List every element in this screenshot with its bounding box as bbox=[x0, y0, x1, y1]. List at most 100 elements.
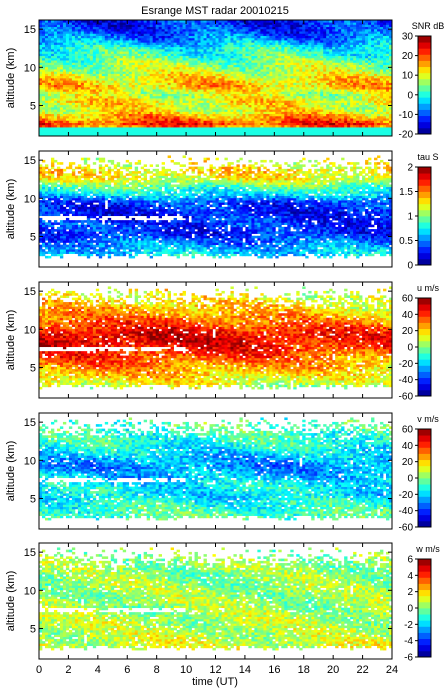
heatmap-cell bbox=[78, 69, 81, 72]
heatmap-cell bbox=[147, 96, 150, 99]
heatmap-cell bbox=[144, 89, 147, 92]
heatmap-cell bbox=[42, 129, 45, 132]
heatmap-cell bbox=[359, 96, 362, 99]
heatmap-cell bbox=[281, 105, 284, 108]
heatmap-cell bbox=[138, 111, 141, 114]
heatmap-cell bbox=[78, 45, 81, 48]
heatmap-cell bbox=[284, 47, 287, 50]
heatmap-cell bbox=[114, 58, 117, 61]
heatmap-cell bbox=[230, 69, 233, 72]
heatmap-cell bbox=[332, 127, 335, 130]
heatmap-cell bbox=[102, 74, 105, 77]
heatmap-cell bbox=[311, 45, 314, 48]
heatmap-cell bbox=[168, 74, 171, 77]
heatmap-cell bbox=[63, 109, 66, 112]
heatmap-cell bbox=[353, 91, 356, 94]
heatmap-cell bbox=[78, 123, 81, 126]
heatmap-cell bbox=[218, 116, 221, 119]
heatmap-cell bbox=[236, 109, 239, 112]
heatmap-cell bbox=[78, 85, 81, 88]
heatmap-cell bbox=[374, 89, 377, 92]
heatmap-cell bbox=[114, 125, 117, 128]
heatmap-cell bbox=[314, 111, 317, 114]
heatmap-cell bbox=[159, 125, 162, 128]
heatmap-cell bbox=[138, 116, 141, 119]
heatmap-cell bbox=[90, 53, 93, 56]
heatmap-cell bbox=[147, 105, 150, 108]
heatmap-cell bbox=[135, 58, 138, 61]
heatmap-cell bbox=[174, 80, 177, 83]
heatmap-cell bbox=[192, 74, 195, 77]
heatmap-cell bbox=[242, 60, 245, 63]
heatmap-cell bbox=[147, 49, 150, 52]
heatmap-cell bbox=[281, 42, 284, 45]
heatmap-cell bbox=[51, 67, 54, 70]
heatmap-cell bbox=[260, 85, 263, 88]
heatmap-cell bbox=[386, 87, 389, 90]
heatmap-cell bbox=[45, 103, 48, 106]
heatmap-cell bbox=[290, 129, 293, 132]
heatmap-cell bbox=[308, 45, 311, 48]
heatmap-cell bbox=[90, 74, 93, 77]
heatmap-cell bbox=[224, 49, 227, 52]
heatmap-cell bbox=[213, 105, 216, 108]
heatmap-cell bbox=[216, 116, 219, 119]
heatmap-cell bbox=[141, 94, 144, 97]
heatmap-cell bbox=[326, 105, 329, 108]
heatmap-cell bbox=[386, 132, 389, 135]
heatmap-cell bbox=[218, 123, 221, 126]
heatmap-cell bbox=[177, 94, 180, 97]
heatmap-cell bbox=[102, 51, 105, 54]
heatmap-cell bbox=[90, 123, 93, 126]
heatmap-cell bbox=[326, 89, 329, 92]
heatmap-cell bbox=[90, 71, 93, 74]
heatmap-cell bbox=[177, 71, 180, 74]
heatmap-cell bbox=[90, 111, 93, 114]
heatmap-cell bbox=[180, 123, 183, 126]
heatmap-cell bbox=[227, 103, 230, 106]
heatmap-cell bbox=[192, 51, 195, 54]
heatmap-cell bbox=[359, 123, 362, 126]
heatmap-cell bbox=[218, 114, 221, 117]
heatmap-cell bbox=[362, 62, 365, 65]
heatmap-cell bbox=[87, 94, 90, 97]
heatmap-cell bbox=[90, 105, 93, 108]
heatmap-cell bbox=[296, 76, 299, 79]
heatmap-cell bbox=[93, 60, 96, 63]
heatmap-cell bbox=[66, 53, 69, 56]
heatmap-cell bbox=[242, 53, 245, 56]
heatmap-cell bbox=[263, 96, 266, 99]
heatmap-cell bbox=[81, 98, 84, 101]
heatmap-cell bbox=[159, 71, 162, 74]
heatmap-cell bbox=[284, 96, 287, 99]
heatmap-cell bbox=[335, 114, 338, 117]
heatmap-cell bbox=[254, 98, 257, 101]
heatmap-cell bbox=[99, 129, 102, 132]
heatmap-cell bbox=[254, 45, 257, 48]
heatmap-cell bbox=[338, 60, 341, 63]
heatmap-cell bbox=[123, 114, 126, 117]
heatmap-cell bbox=[266, 42, 269, 45]
heatmap-cell bbox=[45, 118, 48, 121]
heatmap-cell bbox=[171, 91, 174, 94]
heatmap-cell bbox=[84, 125, 87, 128]
heatmap-cell bbox=[159, 111, 162, 114]
heatmap-cell bbox=[335, 49, 338, 52]
heatmap-cell bbox=[251, 120, 254, 123]
heatmap-cell bbox=[174, 60, 177, 63]
heatmap-cell bbox=[156, 103, 159, 106]
heatmap-cell bbox=[90, 103, 93, 106]
heatmap-cell bbox=[362, 118, 365, 121]
heatmap-cell bbox=[183, 58, 186, 61]
heatmap-cell bbox=[290, 45, 293, 48]
heatmap-cell bbox=[54, 107, 57, 110]
heatmap-cell bbox=[281, 85, 284, 88]
heatmap-cell bbox=[224, 47, 227, 50]
heatmap-cell bbox=[153, 123, 156, 126]
heatmap-cell bbox=[45, 71, 48, 74]
heatmap-cell bbox=[221, 129, 224, 132]
heatmap-cell bbox=[63, 51, 66, 54]
heatmap-cell bbox=[57, 62, 60, 65]
heatmap-cell bbox=[263, 49, 266, 52]
